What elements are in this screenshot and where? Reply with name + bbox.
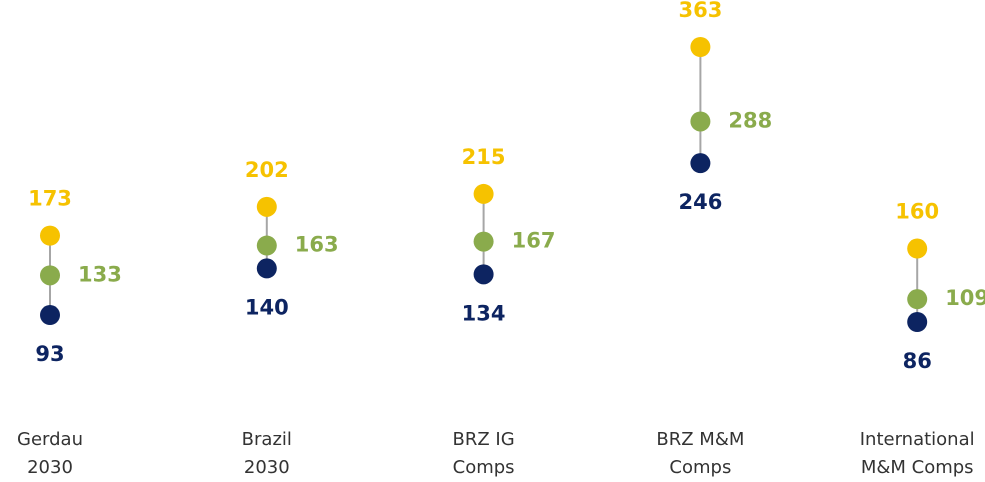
value-label: 288 — [728, 108, 772, 132]
dot — [690, 37, 711, 57]
value-label: 133 — [78, 262, 122, 286]
dot — [256, 235, 277, 256]
value-label: 173 — [28, 187, 72, 211]
value-label: 140 — [245, 295, 289, 319]
value-label: 86 — [903, 349, 932, 373]
category-label: BRZ IG Comps — [452, 429, 515, 478]
value-label: 363 — [678, 0, 722, 22]
dot — [907, 312, 928, 332]
category-label: BRZ M&M Comps — [656, 429, 745, 478]
value-label: 202 — [245, 158, 289, 182]
dot — [473, 183, 494, 204]
dot — [473, 264, 494, 285]
dot — [256, 258, 277, 279]
category-label: International M&M Comps — [859, 429, 975, 478]
dot — [40, 305, 60, 326]
value-label: 134 — [462, 301, 506, 325]
dot — [256, 196, 277, 217]
value-label: 160 — [895, 200, 939, 224]
dot — [907, 238, 928, 259]
value-label: 93 — [35, 342, 64, 366]
category-label: Gerdau 2030 — [17, 429, 83, 478]
value-label: 215 — [462, 145, 506, 169]
dot — [907, 289, 928, 310]
value-label: 246 — [678, 190, 722, 214]
dot — [40, 225, 60, 246]
dot — [40, 265, 60, 286]
category-label: Brazil 2030 — [241, 429, 292, 478]
value-label: 163 — [295, 233, 339, 257]
value-label: 167 — [512, 229, 556, 253]
dot — [473, 231, 494, 252]
value-label: 109 — [945, 286, 985, 310]
dot — [690, 153, 711, 174]
dot — [690, 111, 711, 132]
